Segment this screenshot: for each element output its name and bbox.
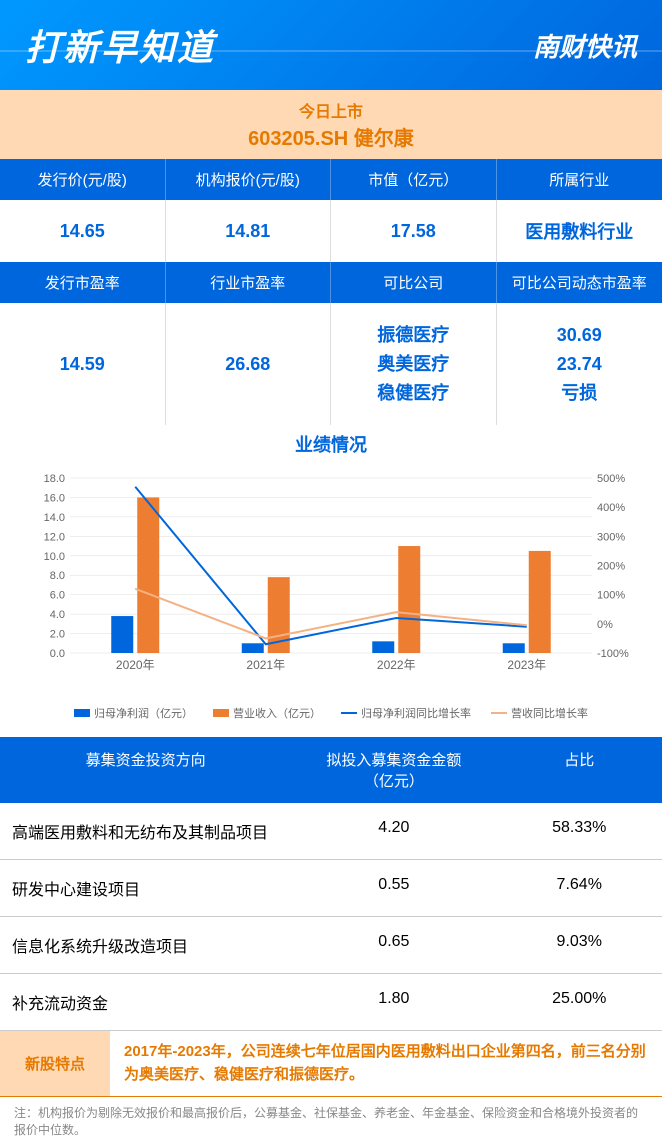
invest-cell: 58.33% — [496, 803, 662, 859]
invest-cell: 研发中心建设项目 — [0, 860, 291, 916]
svg-text:300%: 300% — [597, 532, 625, 544]
legend-item: 营收同比增长率 — [491, 705, 588, 721]
performance-chart: 0.0 2.0 4.0 6.0 8.0 10.0 12.0 14.0 16.0 18.0 500% 4… — [0, 463, 662, 737]
svg-text:500%: 500% — [597, 473, 625, 485]
invest-row: 信息化系统升级改造项目0.659.03% — [0, 917, 662, 974]
feature-label: 新股特点 — [0, 1031, 110, 1096]
svg-text:0.0: 0.0 — [50, 648, 65, 660]
invest-cell: 7.64% — [496, 860, 662, 916]
chart-title: 业绩情况 — [0, 425, 662, 463]
metrics-grid-1: 发行价(元/股)机构报价(元/股)市值（亿元）所属行业 14.6514.8117… — [0, 159, 662, 262]
svg-text:8.0: 8.0 — [50, 571, 65, 583]
legend-item: 归母净利润（亿元） — [74, 705, 193, 721]
listing-code: 603205.SH 健尔康 — [0, 122, 662, 151]
invest-cell: 补充流动资金 — [0, 974, 291, 1030]
metric-value: 医用敷料行业 — [497, 200, 662, 262]
svg-text:400%: 400% — [597, 503, 625, 515]
metric-header: 所属行业 — [497, 159, 662, 200]
legend-item: 归母净利润同比增长率 — [341, 705, 471, 721]
metric-header: 市值（亿元） — [331, 159, 497, 200]
page-title: 打新早知道 — [25, 19, 215, 71]
svg-text:-100%: -100% — [597, 648, 629, 660]
invest-row: 高端医用敷料和无纺布及其制品项目4.2058.33% — [0, 803, 662, 860]
metric-header: 行业市盈率 — [166, 262, 332, 303]
invest-row: 研发中心建设项目0.557.64% — [0, 860, 662, 917]
metric-value: 14.65 — [0, 200, 166, 262]
invest-cell: 4.20 — [291, 803, 496, 859]
svg-text:2020年: 2020年 — [116, 658, 155, 672]
svg-text:4.0: 4.0 — [50, 610, 65, 622]
investment-table: 募集资金投资方向拟投入募集资金金额 （亿元）占比 高端医用敷料和无纺布及其制品项… — [0, 737, 662, 1031]
svg-text:2022年: 2022年 — [377, 658, 416, 672]
feature-row: 新股特点 2017年-2023年，公司连续七年位居国内医用敷料出口企业第四名，前… — [0, 1031, 662, 1097]
invest-row: 补充流动资金1.8025.00% — [0, 974, 662, 1031]
svg-text:2023年: 2023年 — [507, 658, 546, 672]
svg-text:0%: 0% — [597, 619, 613, 631]
metric-header: 发行市盈率 — [0, 262, 166, 303]
invest-cell: 9.03% — [496, 917, 662, 973]
metrics-grid-2: 发行市盈率行业市盈率可比公司可比公司动态市盈率 14.5926.68振德医疗奥美… — [0, 262, 662, 425]
chart-legend: 归母净利润（亿元） 营业收入（亿元） 归母净利润同比增长率 营收同比增长率 — [25, 703, 637, 727]
svg-text:2021年: 2021年 — [246, 658, 285, 672]
invest-cell: 高端医用敷料和无纺布及其制品项目 — [0, 803, 291, 859]
metric-header: 机构报价(元/股) — [166, 159, 332, 200]
invest-cell: 1.80 — [291, 974, 496, 1030]
invest-cell: 信息化系统升级改造项目 — [0, 917, 291, 973]
invest-header: 拟投入募集资金金额 （亿元） — [291, 737, 496, 803]
listing-label: 今日上市 — [0, 98, 662, 122]
metric-value: 14.81 — [166, 200, 332, 262]
svg-text:2.0: 2.0 — [50, 629, 65, 641]
svg-text:100%: 100% — [597, 590, 625, 602]
metric-header: 发行价(元/股) — [0, 159, 166, 200]
metric-value: 14.59 — [0, 303, 166, 425]
listing-banner: 今日上市 603205.SH 健尔康 — [0, 90, 662, 159]
svg-text:10.0: 10.0 — [44, 551, 65, 563]
svg-text:12.0: 12.0 — [44, 532, 65, 544]
invest-cell: 0.55 — [291, 860, 496, 916]
svg-text:16.0: 16.0 — [44, 493, 65, 505]
footnote: 注：机构报价为剔除无效报价和最高报价后，公募基金、社保基金、养老金、年金基金、保… — [0, 1097, 662, 1147]
svg-text:200%: 200% — [597, 561, 625, 573]
metric-header: 可比公司 — [331, 262, 497, 303]
svg-text:6.0: 6.0 — [50, 590, 65, 602]
invest-cell: 25.00% — [496, 974, 662, 1030]
comparable-pe: 30.6923.74亏损 — [497, 303, 662, 425]
invest-header: 募集资金投资方向 — [0, 737, 291, 803]
header-banner: 打新早知道 南财快讯 — [0, 0, 662, 90]
svg-text:14.0: 14.0 — [44, 512, 65, 524]
legend-item: 营业收入（亿元） — [213, 705, 321, 721]
invest-cell: 0.65 — [291, 917, 496, 973]
comparable-companies: 振德医疗奥美医疗稳健医疗 — [331, 303, 497, 425]
metric-header: 可比公司动态市盈率 — [497, 262, 662, 303]
brand-name: 南财快讯 — [533, 27, 637, 64]
metric-value: 17.58 — [331, 200, 497, 262]
invest-header: 占比 — [496, 737, 662, 803]
metric-value: 26.68 — [166, 303, 332, 425]
svg-text:18.0: 18.0 — [44, 473, 65, 485]
feature-text: 2017年-2023年，公司连续七年位居国内医用敷料出口企业第四名，前三名分别为… — [110, 1031, 662, 1096]
